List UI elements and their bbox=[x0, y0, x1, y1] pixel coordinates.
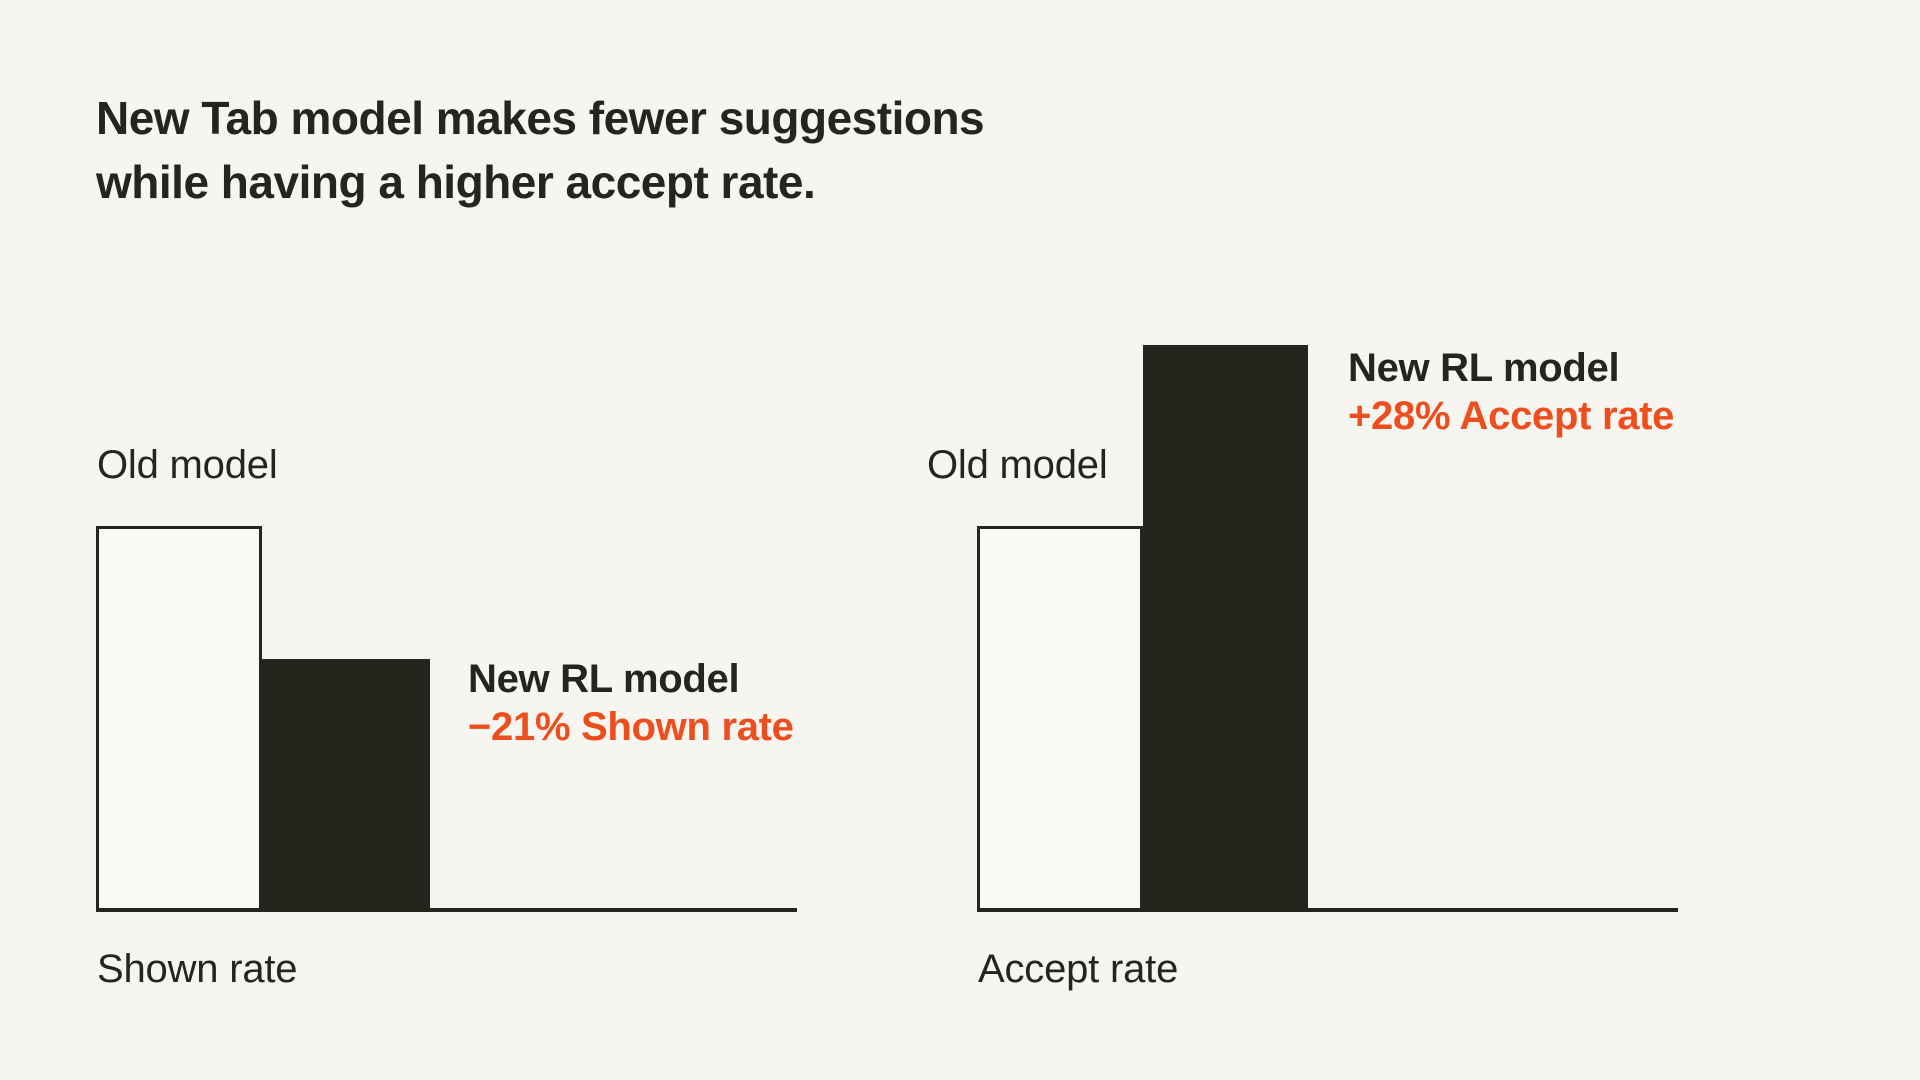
old-model-bar bbox=[96, 526, 262, 912]
annotation-shown-rate: New RL model −21% Shown rate bbox=[468, 655, 794, 751]
page-title: New Tab model makes fewer suggestions wh… bbox=[96, 86, 985, 214]
old-model-label: Old model bbox=[97, 443, 278, 487]
old-model-label: Old model bbox=[927, 443, 1108, 487]
old-model-bar bbox=[977, 526, 1143, 912]
new-rl-model-bar bbox=[1143, 345, 1308, 912]
annotation-accept-rate: New RL model +28% Accept rate bbox=[1348, 344, 1674, 440]
x-axis-label-accept-rate: Accept rate bbox=[978, 947, 1179, 991]
annotation-delta-value: +28% Accept rate bbox=[1348, 394, 1675, 438]
x-axis-baseline bbox=[977, 908, 1678, 912]
page-title-line-1: New Tab model makes fewer suggestions bbox=[96, 92, 985, 144]
annotation-model-name: New RL model bbox=[1348, 346, 1620, 390]
annotation-delta-value: −21% Shown rate bbox=[468, 705, 794, 749]
new-rl-model-bar bbox=[262, 659, 430, 912]
x-axis-baseline bbox=[96, 908, 797, 912]
page-title-line-2: while having a higher accept rate. bbox=[96, 156, 816, 208]
annotation-model-name: New RL model bbox=[468, 657, 740, 701]
x-axis-label-shown-rate: Shown rate bbox=[97, 947, 298, 991]
